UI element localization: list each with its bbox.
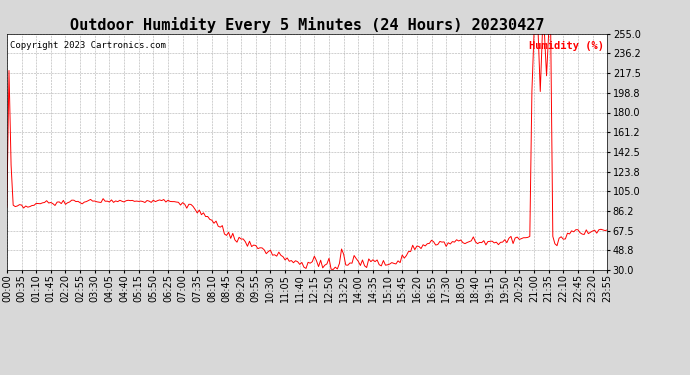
- Text: Humidity (%): Humidity (%): [529, 41, 604, 51]
- Text: Copyright 2023 Cartronics.com: Copyright 2023 Cartronics.com: [10, 41, 166, 50]
- Title: Outdoor Humidity Every 5 Minutes (24 Hours) 20230427: Outdoor Humidity Every 5 Minutes (24 Hou…: [70, 16, 544, 33]
